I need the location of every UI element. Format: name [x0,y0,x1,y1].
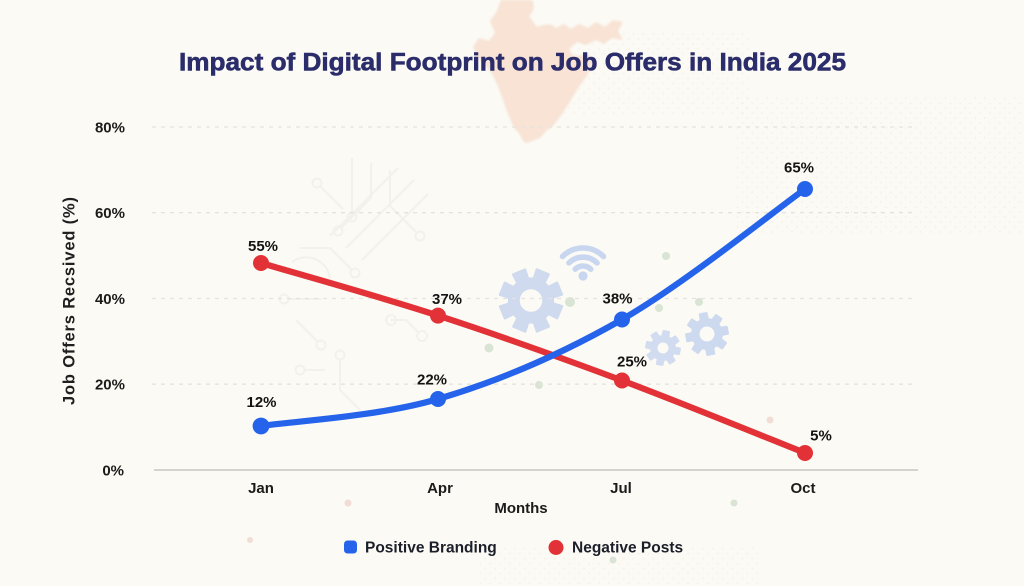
svg-text:Job Offers Recsived (%): Job Offers Recsived (%) [61,197,79,405]
svg-text:Positive Branding: Positive Branding [365,540,497,557]
svg-text:Negative Posts: Negative Posts [572,540,683,557]
svg-text:80%: 80% [95,120,125,137]
svg-text:Impact of Digital Footprint on: Impact of Digital Footprint on Job Offer… [179,49,846,77]
svg-text:5%: 5% [810,428,832,445]
svg-text:37%: 37% [432,291,462,308]
svg-text:65%: 65% [784,160,814,177]
svg-text:60%: 60% [95,205,125,222]
svg-text:0%: 0% [102,463,124,480]
svg-text:55%: 55% [248,238,278,255]
svg-text:Oct: Oct [790,480,815,497]
svg-text:Jan: Jan [248,480,274,497]
svg-text:22%: 22% [417,372,447,389]
svg-text:20%: 20% [95,377,125,394]
svg-text:40%: 40% [95,291,125,308]
svg-text:38%: 38% [602,291,632,308]
svg-text:Apr: Apr [427,480,453,497]
svg-text:Months: Months [494,500,547,517]
svg-text:Jul: Jul [610,480,632,497]
svg-text:12%: 12% [246,394,276,411]
svg-text:25%: 25% [617,354,647,371]
